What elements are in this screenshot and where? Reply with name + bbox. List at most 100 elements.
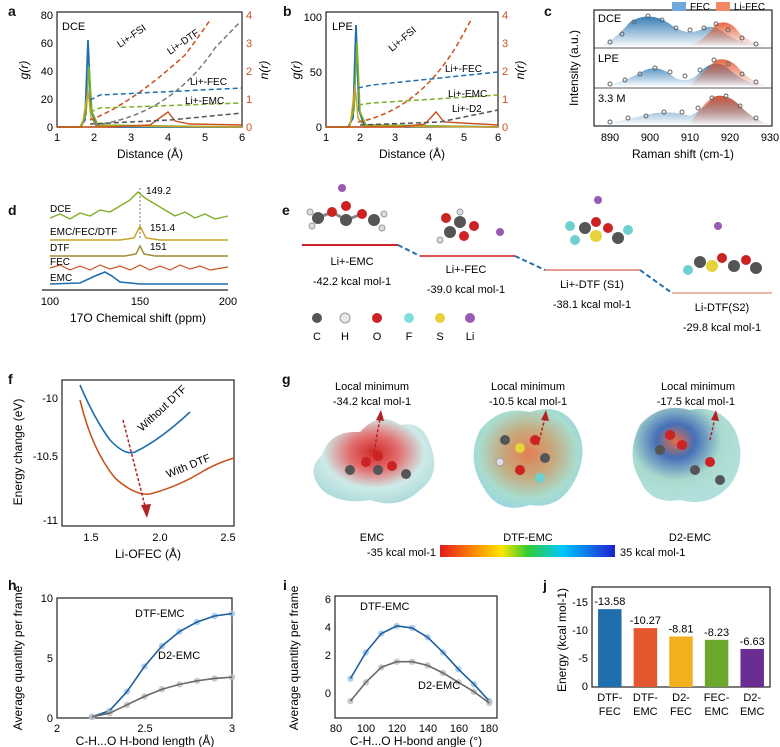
atom-label: Li <box>466 331 475 343</box>
annot-fec-a: Li+-FEC <box>190 77 227 88</box>
nr-curve-dtf-a <box>94 21 241 126</box>
panel-label-b: b <box>283 3 292 19</box>
bar-value-label: -8.23 <box>704 627 729 639</box>
xtick-b: 4 <box>426 132 432 144</box>
local-min-value: -10.5 kcal mol-1 <box>489 396 567 408</box>
trace-label: EMC/FEC/DTF <box>50 227 117 238</box>
atom-swatch-f <box>404 313 414 323</box>
yticks-f: -10 -10.5 -11 <box>33 393 58 527</box>
esp-molecule-d2-emc <box>655 430 725 485</box>
curve-with-dtf <box>79 399 235 495</box>
atom-swatch-li <box>465 313 475 323</box>
bar-category-label: FEC <box>599 706 621 718</box>
raman-row-label: DCE <box>598 13 621 25</box>
ytick-h: 5 <box>47 653 53 665</box>
bar-category-label: FEC <box>670 706 692 718</box>
panel-label-j: j <box>542 577 547 593</box>
xlabel-a: Distance (Å) <box>117 146 183 161</box>
bar-category-label: EMC <box>633 706 658 718</box>
panel-c: c DCE LPE 3.3 M FEC <box>544 2 779 161</box>
ytick-r-b: 4 <box>502 10 508 22</box>
xtick-i: 140 <box>419 723 437 735</box>
bar-category-label: EMC <box>740 706 765 718</box>
panel-e: e Li+-EMC -42.2 kcal mol-1 Li+-FEC -39.0… <box>282 184 772 343</box>
xlabel-c: Raman shift (cm-1) <box>632 147 734 161</box>
nr-curve-emc-b <box>357 94 499 106</box>
xtick-i: 100 <box>357 723 375 735</box>
bar-dtf-emc <box>633 628 658 687</box>
colorbar-max: 35 kcal mol-1 <box>620 547 685 559</box>
raman-fit-points <box>607 13 759 125</box>
xtick-d: 200 <box>219 296 237 308</box>
corner-label-a: DCE <box>62 21 85 33</box>
panel-label-i: i <box>283 577 287 593</box>
series-label-h: D2-EMC <box>158 650 200 662</box>
xtick-c: 890 <box>601 132 619 144</box>
xtick-i: 180 <box>480 723 498 735</box>
xlabel-i: C-H...O H-bond angle (°) <box>350 734 482 747</box>
ytick-r-a: 0 <box>246 122 252 134</box>
xlabel-h: C-H...O H-bond length (Å) <box>76 733 215 747</box>
bar-d2-emc <box>740 648 764 687</box>
nr-curve-fec-b <box>357 71 499 89</box>
yticks-right-a: 0 1 2 3 4 <box>246 10 252 134</box>
esp-arrow <box>709 417 716 441</box>
yticks-i: 0 2 4 6 <box>325 594 331 700</box>
molecule-emc <box>306 184 388 232</box>
fit-line-dtf-emc <box>91 612 233 718</box>
esp-molecule-emc <box>345 451 411 479</box>
ytick-h: 0 <box>47 713 53 725</box>
local-min-title: Local minimum <box>661 381 735 393</box>
fit-line-d2-emc <box>91 676 233 718</box>
yticks-left-a: 0 20 40 60 80 <box>41 10 53 134</box>
panel-label-g: g <box>282 371 291 387</box>
bar-value-label: -8.81 <box>668 623 693 635</box>
xtick-d: 100 <box>41 296 59 308</box>
j-marks: -13.58 DTF- FEC -10.27 DTF- EMC -8.81 D2- FEC -8.… <box>594 596 765 718</box>
peak-label: 151.4 <box>150 223 175 234</box>
bar-category-label: FEC- <box>704 692 730 704</box>
esp-surface-dtf-emc <box>473 408 583 508</box>
h-marks <box>88 610 236 720</box>
panel-j: j -13.58DTF-FEC-10.27DTF-EMC-8.81D2-FEC-… <box>542 577 771 718</box>
xtick-a: 3 <box>128 132 134 144</box>
xtick-i: 160 <box>450 723 468 735</box>
local-min-value: -34.2 kcal mol-1 <box>333 396 411 408</box>
panel-a: a DCE Li+-FSI Li+-DTF Li+-FEC Li+-EMC 1 … <box>8 3 271 161</box>
esp-molecule-label: D2-EMC <box>669 532 711 544</box>
arrow-shift <box>122 419 147 511</box>
xtick-f: 2.0 <box>152 532 167 544</box>
atom-swatch-s <box>435 313 445 323</box>
ytick-h: 10 <box>41 593 53 605</box>
trace-label: EMC <box>50 273 72 284</box>
esp-arrow <box>373 417 381 453</box>
ytick-i: 0 <box>325 688 331 700</box>
axes-frame-i <box>334 595 498 719</box>
state-energy: -42.2 kcal mol-1 <box>313 276 391 288</box>
local-min-title: Local minimum <box>335 381 409 393</box>
atom-swatch-o <box>372 313 382 323</box>
xtick-b: 3 <box>392 132 398 144</box>
peak-label: 149.2 <box>146 186 171 197</box>
esp-arrow-head <box>376 410 384 421</box>
xtick-a: 1 <box>54 132 60 144</box>
curve-label-with: With DTF <box>165 452 213 481</box>
axes-frame-c <box>593 9 773 127</box>
xtick-b: 2 <box>357 132 363 144</box>
panel-i: i DTF-EMC D2-EMC 0 2 4 6 80 100 120 140 … <box>283 577 498 747</box>
ytick-j: -15 <box>572 597 588 609</box>
ylabel-j: Energy (kcal mol-1) <box>555 588 569 692</box>
raman-lifec-band <box>690 59 768 86</box>
xtick-c: 930 <box>761 132 779 144</box>
xtick-c: 910 <box>681 132 699 144</box>
panel-label-a: a <box>8 3 16 19</box>
atom-legend: C H O F S Li <box>312 312 475 343</box>
esp-arrow-head <box>711 410 719 421</box>
legend-fec: FEC <box>690 2 710 13</box>
raman-lifec-band <box>690 95 768 124</box>
molecule-fec <box>436 208 504 244</box>
curve-label-without: Without DTF <box>136 383 190 434</box>
atom-swatch-c <box>312 313 322 323</box>
panel-label-h: h <box>8 577 17 593</box>
esp-arrow-head <box>541 410 549 421</box>
